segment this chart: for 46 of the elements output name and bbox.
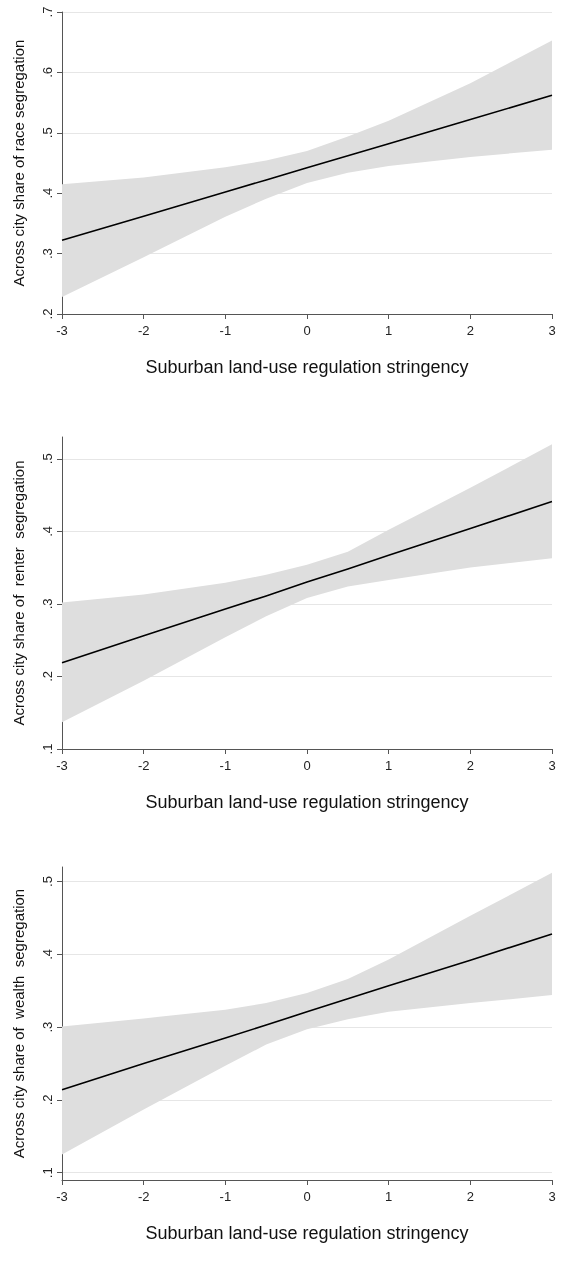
- y-axis-title: Across city share of race segregation: [10, 39, 27, 287]
- x-tick-label: 0: [303, 323, 311, 338]
- y-tick-label: .2: [40, 671, 55, 682]
- x-tick-label: -3: [56, 323, 68, 338]
- y-tick-label: .5: [40, 453, 55, 465]
- line-series: [61, 933, 553, 1091]
- y-tick-label: .4: [40, 948, 55, 960]
- y-tick-label: .3: [40, 598, 55, 610]
- x-tick-label: 2: [466, 323, 474, 338]
- x-axis-title: Suburban land-use regulation stringency: [145, 792, 469, 812]
- y-axis-title: Across city share of wealth segregation: [10, 888, 27, 1159]
- x-tick-label: 0: [303, 1189, 311, 1204]
- line-series: [61, 500, 553, 664]
- y-tick-label: .2: [40, 1094, 55, 1106]
- x-tick-label: -3: [56, 758, 68, 773]
- y-tick-label: .3: [40, 248, 55, 260]
- x-tick-label: 3: [548, 323, 556, 338]
- x-tick-label: 1: [385, 323, 393, 338]
- x-tick-label: 3: [548, 758, 556, 773]
- y-tick-label: .3: [40, 1021, 55, 1033]
- y-tick-label: .1: [40, 1167, 55, 1179]
- x-tick-label: -1: [219, 323, 232, 338]
- x-tick-label: -1: [219, 758, 232, 773]
- x-tick-label: -3: [56, 1189, 68, 1204]
- x-tick-label: 2: [466, 758, 474, 773]
- y-axis-title: Across city share of renter segregation: [10, 460, 27, 726]
- line-series: [61, 94, 553, 242]
- y-tick-label: .2: [40, 308, 55, 320]
- x-tick-label: -2: [137, 758, 150, 773]
- x-tick-label: -2: [137, 1189, 150, 1204]
- y-tick-label: .7: [40, 6, 55, 18]
- x-tick-label: 1: [385, 758, 393, 773]
- x-tick-label: 3: [548, 1189, 556, 1204]
- y-tick-label: .5: [40, 127, 55, 139]
- y-tick-label: .1: [40, 743, 55, 755]
- x-axis-title: Suburban land-use regulation stringency: [145, 1223, 469, 1243]
- y-tick-label: .4: [40, 187, 55, 199]
- x-axis-title: Suburban land-use regulation stringency: [145, 357, 469, 377]
- y-tick-label: .6: [40, 66, 55, 78]
- y-tick-label: .4: [40, 525, 55, 537]
- x-tick-label: 2: [466, 1189, 474, 1204]
- x-tick-label: 1: [385, 1189, 393, 1204]
- x-tick-label: 0: [303, 758, 311, 773]
- x-tick-label: -1: [219, 1189, 232, 1204]
- y-tick-label: .5: [40, 876, 55, 887]
- x-tick-label: -2: [137, 323, 150, 338]
